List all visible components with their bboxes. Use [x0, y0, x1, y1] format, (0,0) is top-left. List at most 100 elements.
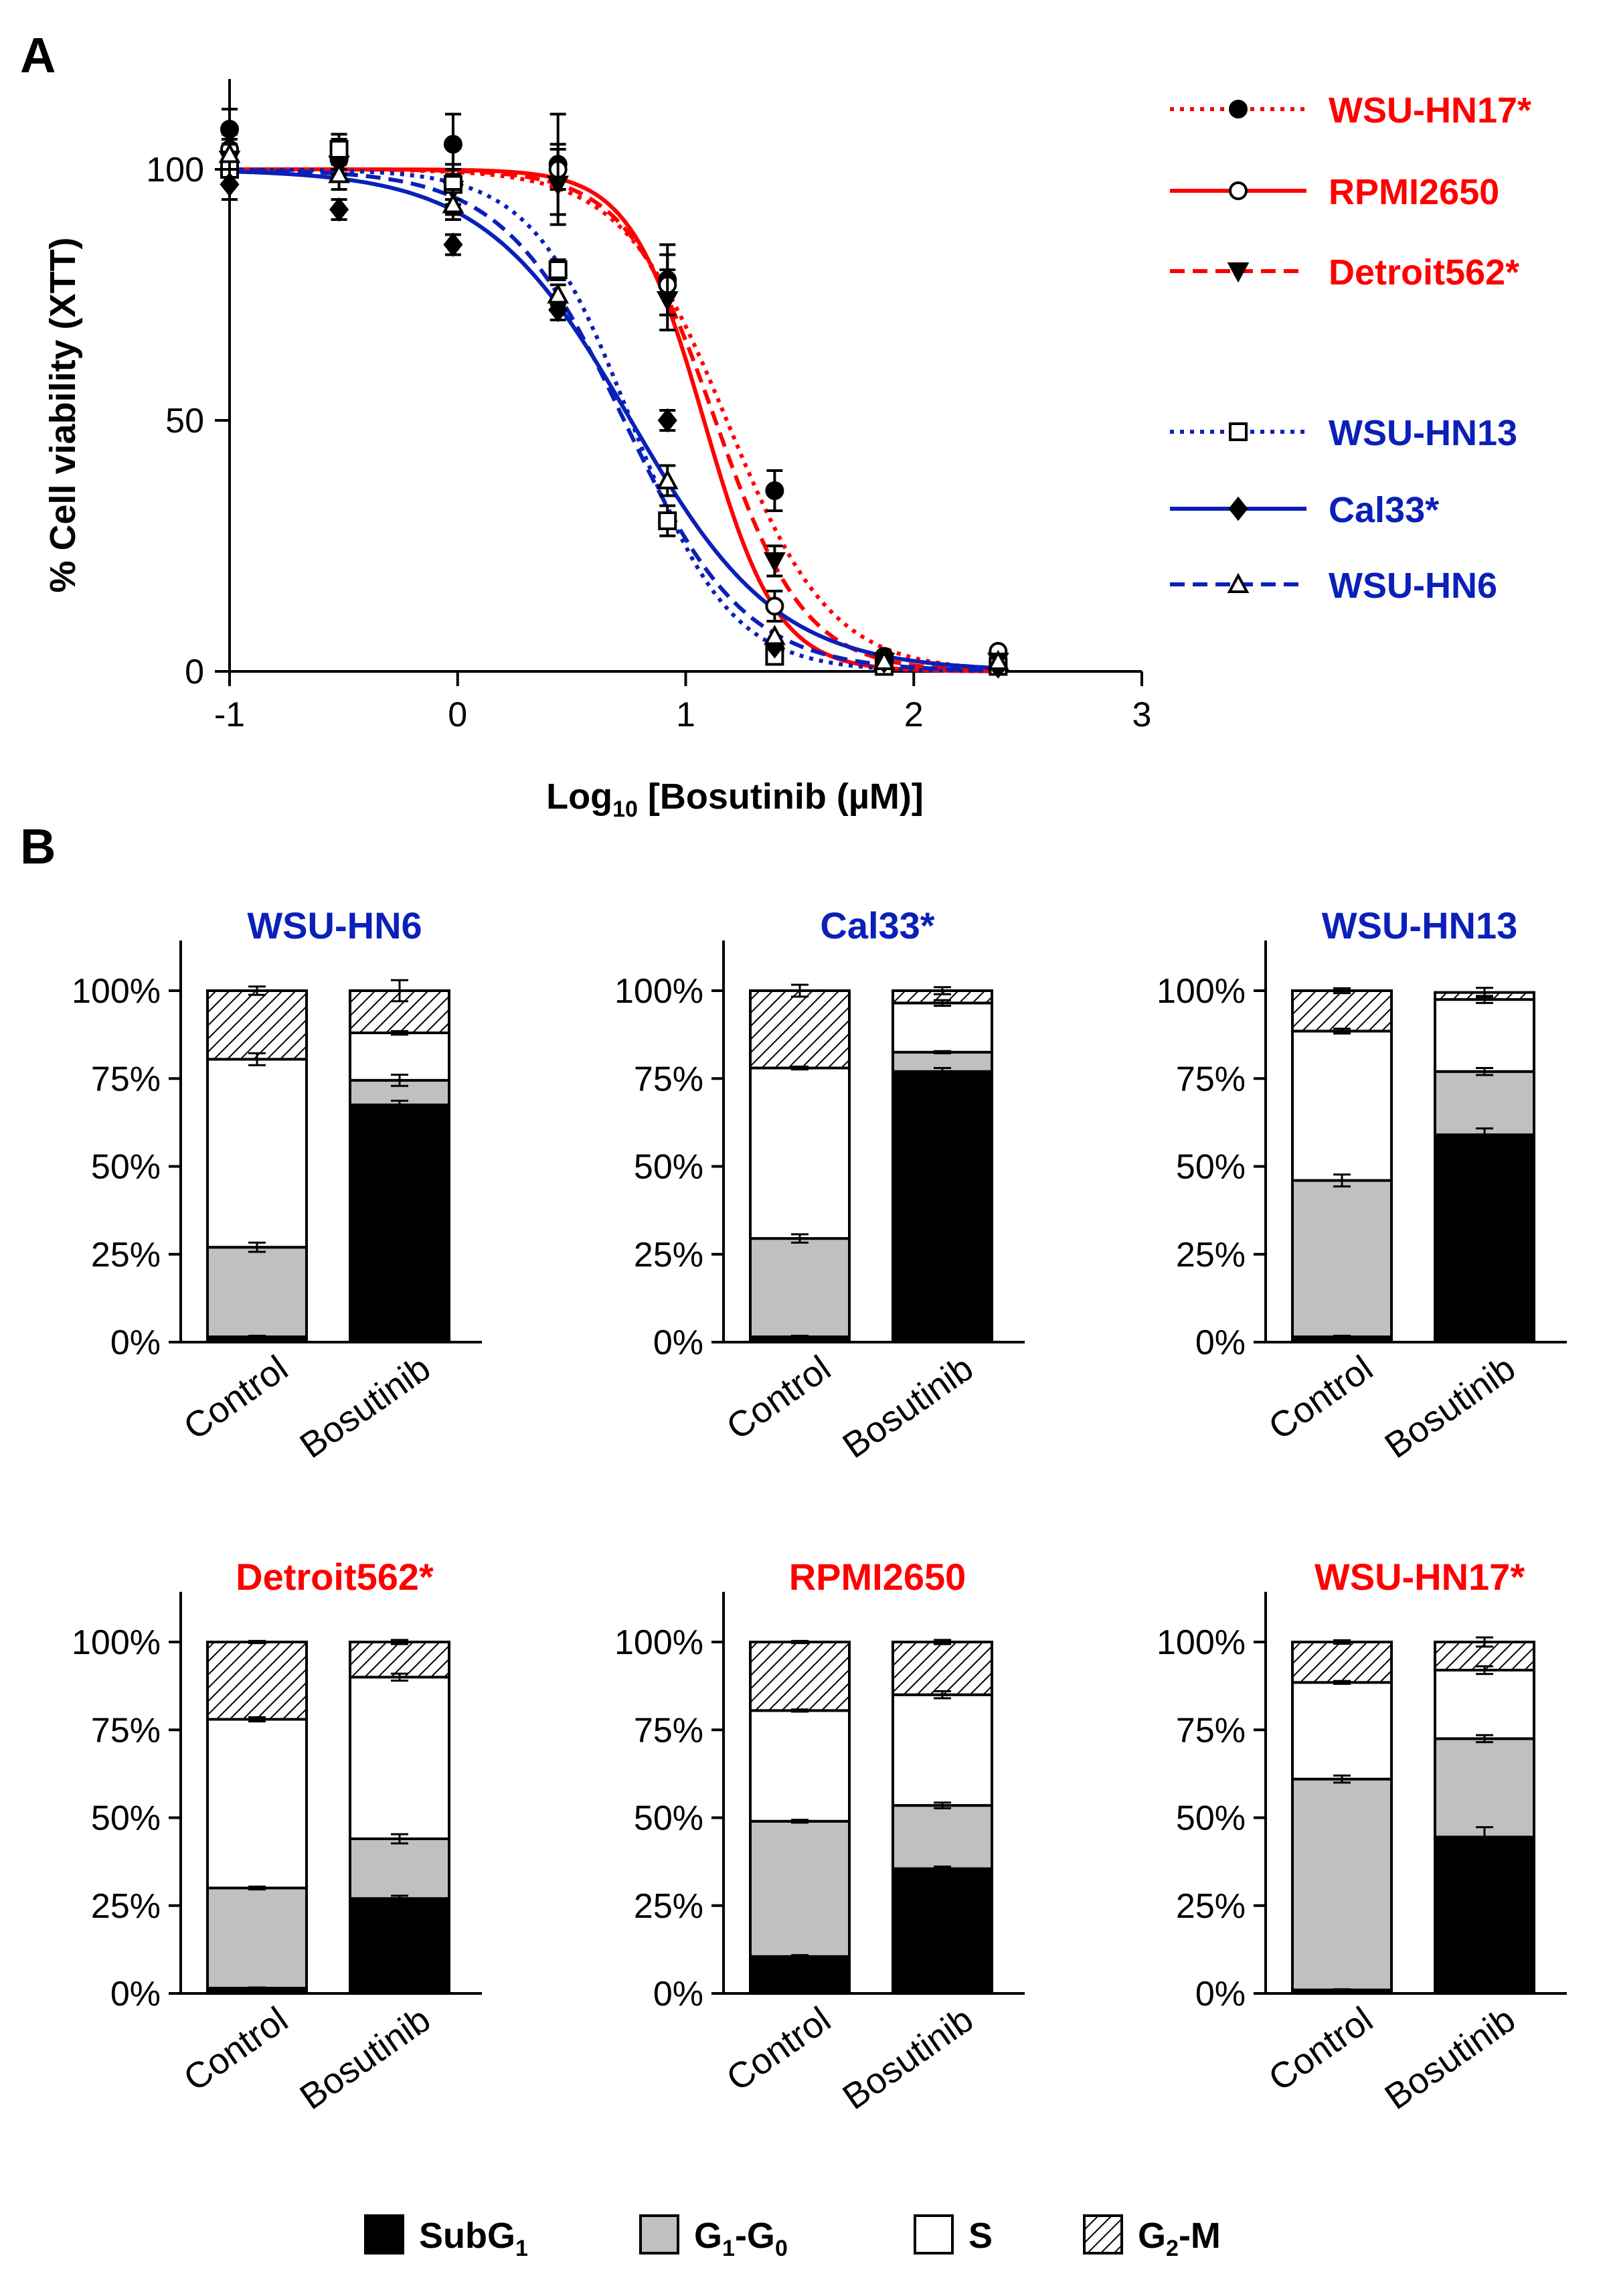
x-axis-label: Log10 [Bosutinib (µM)]: [546, 776, 924, 822]
legend-label: WSU-HN13: [1329, 413, 1517, 453]
bar-segment-g2m: [1291, 989, 1393, 1033]
bar-segment-s: [1291, 1030, 1393, 1182]
data-point: [764, 552, 786, 573]
y-tick-label: 25%: [1176, 1236, 1246, 1275]
bar-segment-s: [1291, 1681, 1393, 1781]
bar-segment-s: [892, 1693, 993, 1807]
legend-label: S: [968, 2216, 993, 2256]
fit-curve-wsu-hn17: [230, 167, 999, 671]
y-tick-label: 50%: [634, 1148, 703, 1187]
cell-cycle-charts: WSU-HN60%25%50%75%100%ControlBosutinibCa…: [72, 904, 1567, 2117]
bar-segment-s: [749, 1066, 851, 1240]
x-tick-label: 0: [448, 695, 467, 734]
fit-curve-wsu-hn6: [229, 168, 999, 673]
bar-segment-subg1: [892, 1070, 993, 1343]
y-tick-label: 100%: [614, 972, 703, 1011]
data-point: [765, 596, 784, 616]
x-tick-label: 1: [676, 695, 695, 734]
bar-segment-g1g0: [1434, 1070, 1535, 1137]
category-label: Control: [1262, 1999, 1380, 2099]
y-tick-label: 25%: [91, 1887, 161, 1926]
bar-segment-subg1: [749, 1955, 851, 1995]
x-axis-label-subscript: 10: [612, 797, 638, 822]
bar-segment-g1g0: [749, 1819, 851, 1958]
legend-label-part: SubG: [419, 2216, 515, 2256]
legend-marker: [1229, 181, 1248, 200]
y-tick-label: 75%: [91, 1060, 161, 1098]
legend-marker: [1227, 572, 1250, 593]
x-axis-label-log: Log: [546, 776, 612, 817]
bar-segment-subg1: [349, 1103, 450, 1343]
bar-segment-g1g0: [892, 1804, 993, 1870]
legend-label: SubG1: [419, 2216, 528, 2261]
y-tick-label: 0%: [110, 1975, 161, 2014]
bar-segment-g1g0: [206, 1246, 308, 1339]
legend-label-part: -M: [1179, 2216, 1221, 2256]
legend-label-part: S: [968, 2216, 993, 2256]
category-label: Bosutinib: [835, 1348, 980, 1467]
panel-title: WSU-HN17*: [1315, 1556, 1525, 1598]
bar-segment-g2m: [1291, 1641, 1393, 1684]
y-tick-label: 100%: [1157, 1623, 1246, 1662]
category-label: Control: [177, 1348, 295, 1448]
bar-segment-s: [206, 1718, 308, 1890]
legend-marker: [1228, 496, 1248, 521]
bar-segment-g2m: [749, 989, 851, 1070]
cell-cycle-legend: SubG1 G1-G0 S G2-M: [364, 2214, 1221, 2261]
panel-label-b: B: [20, 819, 56, 874]
legend-label-subscript: 0: [775, 2236, 788, 2261]
x-tick-label: 2: [904, 695, 924, 734]
legend-label: Cal33*: [1329, 490, 1439, 530]
bar-segment-s: [749, 1709, 851, 1823]
legend-label-subscript: 1: [722, 2236, 735, 2261]
legend-label: Detroit562*: [1329, 252, 1519, 293]
data-point: [547, 175, 570, 196]
y-tick-label: 25%: [1176, 1887, 1246, 1926]
y-axis-label: % Cell viability (XTT): [43, 237, 83, 592]
legend-label-subscript: 1: [515, 2236, 528, 2261]
legend-swatch: [364, 2214, 404, 2254]
dose-response-legend: WSU-HN17* RPMI2650 Detroit562* WSU-HN13 Cal3…: [1170, 90, 1531, 606]
y-tick-label: 100%: [72, 972, 161, 1011]
category-label: Control: [177, 1999, 295, 2099]
x-tick-label: -1: [214, 695, 245, 734]
series-points-cal33: [220, 168, 1008, 679]
data-point: [548, 260, 568, 279]
bar-segment-g1g0: [1434, 1737, 1535, 1839]
bar-segment-g2m: [349, 1641, 450, 1679]
panel-title: WSU-HN13: [1322, 904, 1517, 947]
data-point: [443, 135, 462, 154]
fit-curve-wsu-hn13: [230, 167, 999, 673]
bar-segment-g2m: [206, 989, 308, 1061]
panel-title: Detroit562*: [236, 1556, 434, 1598]
y-tick-label: 75%: [634, 1711, 703, 1750]
bar-segment-g1g0: [1291, 1777, 1393, 1991]
legend-swatch: [639, 2214, 679, 2254]
y-tick-label: 50%: [91, 1799, 161, 1838]
fit-curve-detroit562: [230, 167, 999, 673]
bar-segment-g1g0: [206, 1886, 308, 1990]
data-point: [764, 625, 786, 645]
y-tick-label: 100%: [1157, 972, 1246, 1011]
y-tick-label: 0%: [1195, 1975, 1246, 2014]
bar-segment-subg1: [892, 1867, 993, 1995]
bar-segment-g2m: [749, 1641, 851, 1712]
data-point: [329, 140, 349, 159]
y-tick-label: 50%: [91, 1148, 161, 1187]
cell-cycle-panel-detroit562: Detroit562* 0% 25% 50% 75% 100% ControlBosutin…: [72, 1556, 482, 2117]
bar-segment-s: [206, 1058, 308, 1249]
data-point: [220, 172, 240, 197]
panel-title: WSU-HN6: [247, 904, 422, 947]
bar-segment-subg1: [1434, 1835, 1535, 1995]
y-tick-label: 0%: [653, 1975, 703, 2014]
data-point: [328, 163, 350, 183]
bar-segment-s: [1434, 998, 1535, 1073]
category-label: Control: [719, 1348, 838, 1448]
bar-segment-s: [892, 1001, 993, 1054]
chart-axes: 0 50 100 -1 0 1 2 3: [146, 79, 1151, 734]
x-axis-label-rest: [Bosutinib (µM)]: [638, 776, 924, 817]
